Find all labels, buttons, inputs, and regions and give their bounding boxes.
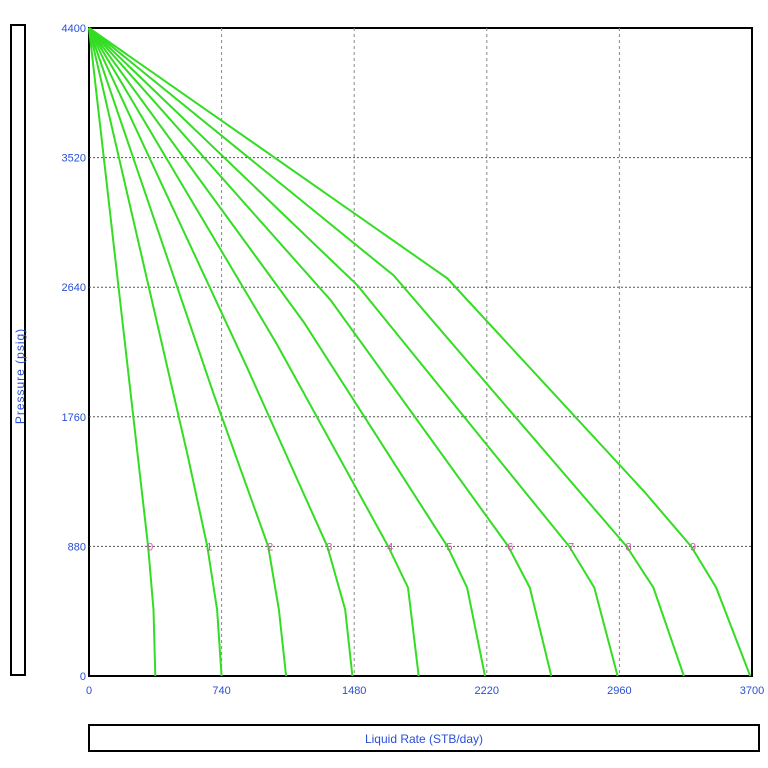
x-axis-title-box: Liquid Rate (STB/day) — [88, 724, 760, 752]
x-tick-label: 3700 — [740, 685, 764, 697]
x-axis-title: Liquid Rate (STB/day) — [364, 732, 484, 746]
x-tick-label: 0 — [86, 685, 92, 697]
series-line-7 — [88, 27, 619, 677]
y-tick-label: 2640 — [62, 282, 86, 294]
series-label-2: 2 — [267, 541, 273, 553]
x-tick-label: 2960 — [607, 685, 631, 697]
series-line-6 — [88, 27, 553, 677]
series-label-7: 7 — [568, 541, 574, 553]
series-line-3 — [88, 27, 354, 677]
series-line-2 — [88, 27, 288, 677]
series-line-4 — [88, 27, 420, 677]
y-tick-label: 0 — [80, 671, 86, 683]
series-label-0: 0 — [147, 541, 153, 553]
series-label-9: 9 — [690, 541, 696, 553]
x-tick-label: 740 — [212, 685, 230, 697]
series-label-5: 5 — [446, 541, 452, 553]
series-label-4: 4 — [387, 541, 393, 553]
series-line-8 — [88, 27, 685, 677]
series-label-6: 6 — [507, 541, 513, 553]
x-tick-label: 1480 — [342, 685, 366, 697]
series-line-9 — [88, 27, 752, 677]
series-line-5 — [88, 27, 486, 677]
series-label-8: 8 — [626, 541, 632, 553]
series-line-1 — [88, 27, 223, 677]
series-line-0 — [88, 27, 157, 677]
series-label-1: 1 — [206, 541, 212, 553]
y-tick-label: 4400 — [62, 23, 86, 35]
y-tick-label: 1760 — [62, 412, 86, 424]
x-tick-label: 2220 — [475, 685, 499, 697]
y-axis-title-box: Pressure (psig) — [10, 24, 27, 676]
y-tick-label: 3520 — [62, 153, 86, 165]
chart-plot: 0 740 1480 2220 2960 370008801760264035204400… — [62, 23, 765, 697]
y-tick-label: 880 — [68, 541, 86, 553]
plot-frame — [88, 27, 753, 677]
series-label-3: 3 — [326, 541, 332, 553]
